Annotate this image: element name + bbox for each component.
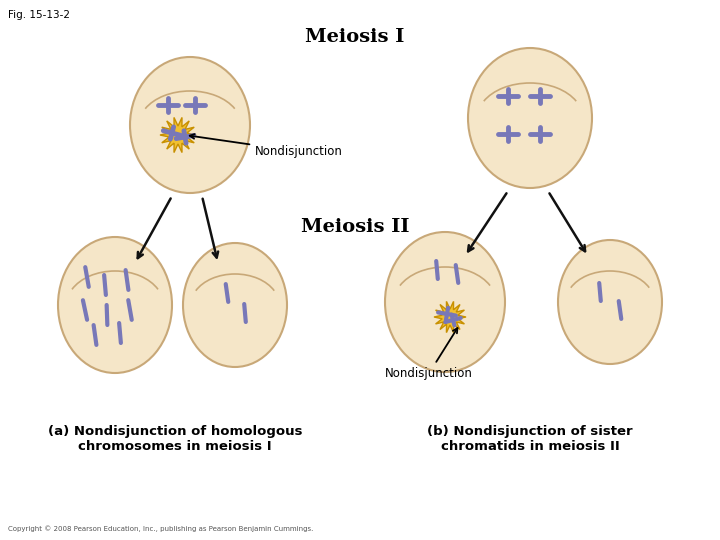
Text: Nondisjunction: Nondisjunction (385, 328, 473, 380)
Ellipse shape (58, 237, 172, 373)
Text: Nondisjunction: Nondisjunction (190, 134, 343, 158)
Ellipse shape (558, 240, 662, 364)
Text: Meiosis II: Meiosis II (301, 218, 409, 236)
Text: (a) Nondisjunction of homologous
chromosomes in meiosis I: (a) Nondisjunction of homologous chromos… (48, 425, 302, 453)
Text: Fig. 15-13-2: Fig. 15-13-2 (8, 10, 70, 20)
Ellipse shape (183, 243, 287, 367)
Text: Copyright © 2008 Pearson Education, Inc., publishing as Pearson Benjamin Cumming: Copyright © 2008 Pearson Education, Inc.… (8, 525, 313, 532)
Ellipse shape (468, 48, 592, 188)
Polygon shape (434, 301, 466, 333)
Text: Meiosis I: Meiosis I (305, 28, 405, 46)
Ellipse shape (130, 57, 250, 193)
Text: (b) Nondisjunction of sister
chromatids in meiosis II: (b) Nondisjunction of sister chromatids … (427, 425, 633, 453)
Ellipse shape (385, 232, 505, 372)
Polygon shape (160, 118, 196, 152)
